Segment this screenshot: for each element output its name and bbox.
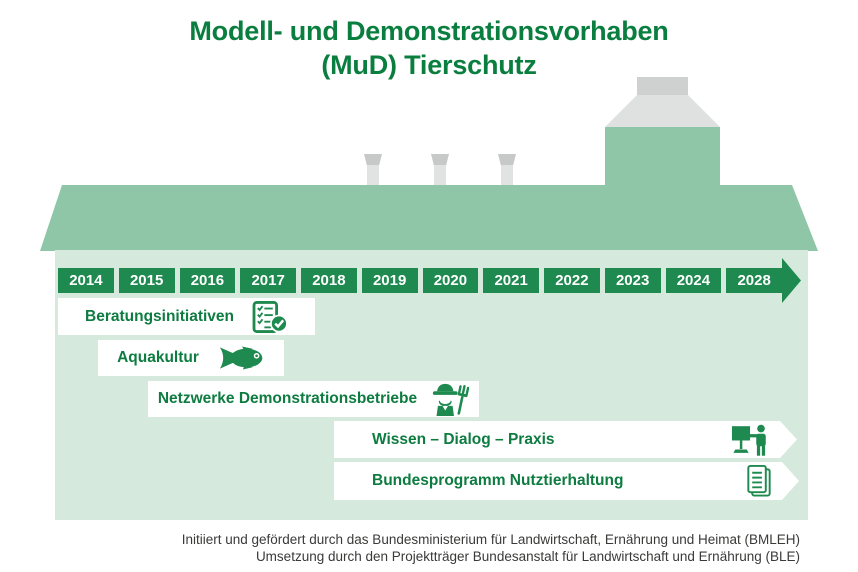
- timeline: 2014 2015 2016 2017 2018 2019 2020 2021 …: [58, 268, 782, 293]
- barn-roof: [40, 185, 818, 251]
- program-bar-netzwerke-demonstrationsbetriebe: Netzwerke Demonstrationsbetriebe: [148, 381, 479, 417]
- page-title-line1: Modell- und Demonstrationsvorhaben: [189, 16, 669, 46]
- program-label: Beratungsinitiativen: [85, 307, 234, 325]
- timeline-year: 2022: [544, 268, 600, 293]
- program-label: Aquakultur: [117, 349, 199, 366]
- page-title-line2: (MuD) Tierschutz: [321, 50, 537, 80]
- program-label: Wissen – Dialog – Praxis: [372, 430, 555, 448]
- chimney-icon: [431, 154, 449, 186]
- program-bar-wissen-dialog-praxis: Wissen – Dialog – Praxis: [334, 421, 797, 458]
- credit-line-funding: Initiiert und gefördert durch das Bundes…: [181, 532, 800, 547]
- program-bar-beratungsinitiativen: Beratungsinitiativen: [58, 298, 315, 335]
- timeline-year: 2023: [604, 268, 661, 293]
- timeline-year: 2019: [361, 268, 418, 293]
- program-bar-aquakultur: Aquakultur: [98, 340, 284, 376]
- timeline-year: 2016: [179, 268, 236, 293]
- program-label: Netzwerke Demonstrationsbetriebe: [157, 390, 418, 407]
- timeline-year: 2020: [422, 268, 479, 293]
- page-title: Modell- und Demonstrationsvorhaben (MuD)…: [0, 14, 858, 82]
- chimney-icon: [364, 154, 382, 186]
- timeline-year: 2018: [301, 268, 357, 293]
- document-pages-icon: [745, 465, 773, 498]
- timeline-year: 2017: [240, 268, 296, 293]
- timeline-year: 2015: [118, 268, 175, 293]
- timeline-year: 2021: [483, 268, 539, 293]
- checklist-check-icon: [252, 300, 288, 333]
- footer-credits: Initiiert und gefördert durch das Bundes…: [60, 532, 800, 565]
- farmer-pitchfork-icon: [427, 383, 470, 416]
- silo-cap: [605, 77, 720, 127]
- program-label: Bundesprogramm Nutztierhaltung: [372, 472, 624, 489]
- presentation-speaker-icon: [731, 423, 771, 456]
- timeline-year: 2014: [58, 268, 114, 293]
- timeline-year: 2024: [665, 268, 722, 293]
- chimney-icon: [498, 154, 516, 186]
- program-bar-bundesprogramm-nutztierhaltung: Bundesprogramm Nutztierhaltung: [334, 462, 799, 500]
- timeline-year: 2028: [726, 268, 782, 293]
- credit-line-implementation: Umsetzung durch den Projektträger Bundes…: [255, 548, 800, 564]
- fish-icon: [219, 344, 265, 372]
